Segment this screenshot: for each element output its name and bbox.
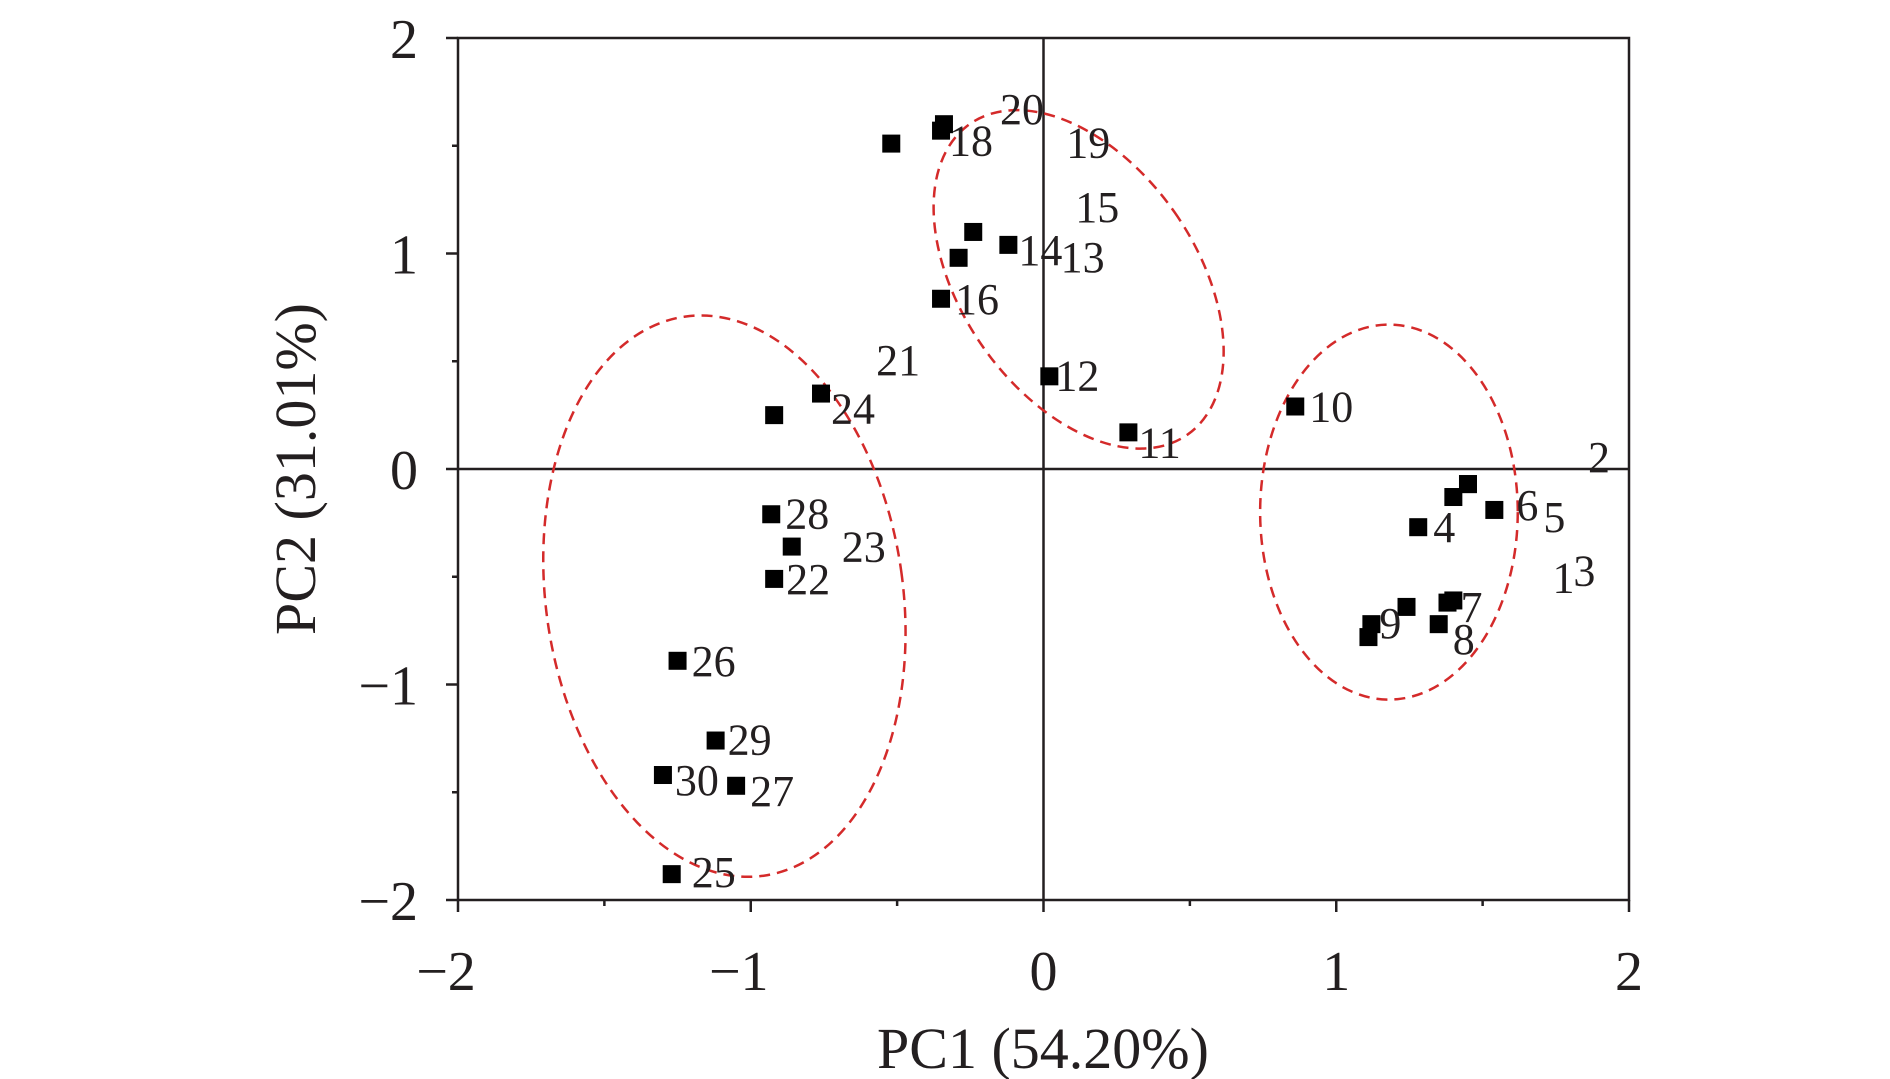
point-label: 15: [1075, 183, 1119, 232]
data-points: [653, 115, 1504, 884]
y-axis-title: PC2 (31.01%): [263, 303, 328, 635]
point-label: 29: [728, 716, 772, 765]
point-marker: [1119, 423, 1138, 442]
point-label: 22: [786, 555, 830, 604]
point-label: 24: [831, 385, 875, 434]
point-label: 27: [750, 767, 794, 816]
point-label: 18: [949, 117, 993, 166]
cluster-ellipse: [542, 314, 907, 879]
point-label: 25: [692, 848, 736, 897]
x-axis-tick-labels: −2 −1 0 1 2: [416, 941, 1643, 1003]
point-marker: [765, 406, 784, 425]
point-marker: [882, 134, 901, 153]
x-axis-ticks: [456, 900, 1631, 912]
x-axis-title: PC1 (54.20%): [877, 1016, 1209, 1079]
y-tick-label: 1: [390, 225, 418, 287]
point-label: 20: [1000, 85, 1044, 134]
point-label: 13: [1061, 233, 1105, 282]
point-marker: [1485, 500, 1504, 519]
point-marker: [727, 776, 746, 795]
point-marker: [1286, 397, 1305, 416]
x-tick-label: −2: [416, 941, 476, 1003]
point-marker: [1397, 597, 1416, 616]
point-label: 19: [1066, 119, 1110, 168]
point-label: 2: [1588, 433, 1610, 482]
point-marker: [1359, 628, 1378, 647]
y-tick-label: 0: [390, 440, 418, 502]
point-marker: [964, 222, 983, 241]
point-marker: [999, 235, 1018, 254]
point-label: 3: [1573, 546, 1595, 595]
point-label: 1: [1552, 554, 1574, 603]
y-tick-label: 2: [390, 9, 418, 71]
point-marker: [1040, 367, 1059, 386]
y-axis-ticks: [446, 36, 458, 902]
point-label: 5: [1543, 493, 1565, 542]
point-label: 4: [1433, 503, 1455, 552]
point-marker: [1458, 475, 1477, 494]
point-marker: [1444, 591, 1463, 610]
point-label: 11: [1138, 418, 1180, 467]
y-axis-tick-labels: −2 −1 0 1 2: [358, 9, 418, 933]
point-marker: [706, 731, 725, 750]
point-marker: [668, 651, 687, 670]
point-label: 10: [1309, 383, 1353, 432]
point-label: 30: [675, 756, 719, 805]
cluster-ellipses: [542, 108, 1520, 879]
point-label: 28: [785, 489, 829, 538]
point-marker: [812, 384, 831, 403]
point-label: 23: [842, 523, 886, 572]
point-marker: [932, 289, 951, 308]
cluster-ellipse: [932, 108, 1225, 450]
point-marker: [1444, 488, 1463, 507]
point-marker: [765, 569, 784, 588]
point-marker: [949, 248, 968, 267]
point-label: 8: [1453, 615, 1475, 664]
x-tick-label: −1: [709, 941, 769, 1003]
y-tick-label: −1: [358, 656, 418, 718]
x-tick-label: 0: [1030, 941, 1058, 1003]
point-label: 16: [955, 275, 999, 324]
point-marker: [782, 537, 801, 556]
x-tick-label: 2: [1615, 941, 1643, 1003]
point-label: 9: [1379, 599, 1401, 648]
point-label: 7: [1461, 583, 1483, 632]
y-tick-label: −2: [358, 871, 418, 933]
point-label: 12: [1055, 351, 1099, 400]
point-marker: [762, 505, 781, 524]
point-label: 21: [876, 336, 920, 385]
zero-lines: [458, 38, 1629, 900]
x-tick-label: 1: [1322, 941, 1350, 1003]
cluster-ellipse: [1258, 323, 1520, 701]
point-marker: [653, 766, 672, 785]
point-marker: [662, 865, 681, 884]
point-label: 14: [1018, 226, 1062, 275]
point-label: 6: [1516, 481, 1538, 530]
point-label: 26: [692, 637, 736, 686]
point-marker: [1429, 615, 1448, 634]
point-marker: [934, 115, 953, 134]
point-marker: [1409, 518, 1428, 537]
